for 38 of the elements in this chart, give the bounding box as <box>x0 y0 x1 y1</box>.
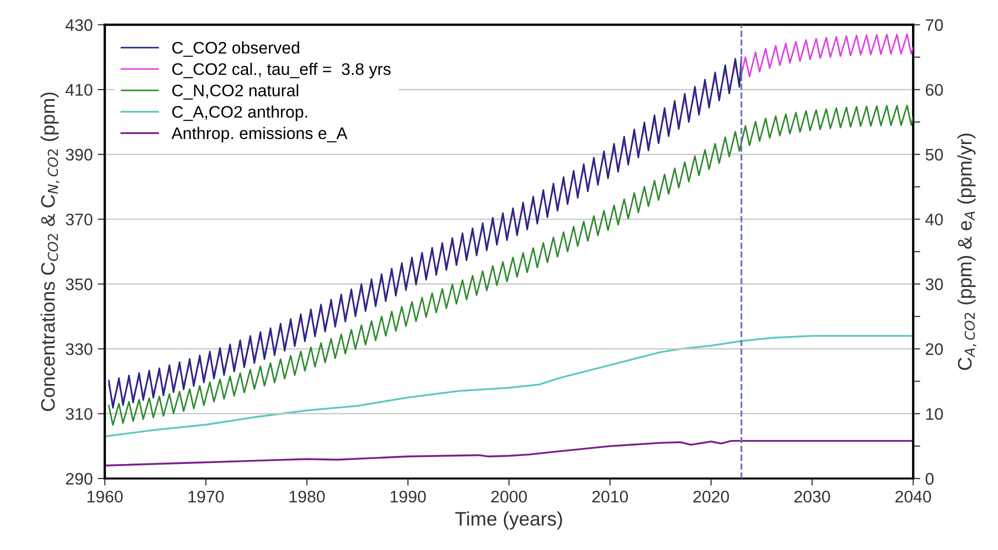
y-tick-label: 350 <box>66 278 92 290</box>
x-tick-label: 1960 <box>88 490 123 503</box>
x-tick-label: 1980 <box>290 490 325 503</box>
y2-tick-label: 0 <box>926 472 934 485</box>
line-series <box>108 104 914 426</box>
y2-tick-label: 40 <box>925 214 943 226</box>
y-tick-label: 410 <box>66 84 92 96</box>
x-tick-label: 2020 <box>693 490 729 503</box>
y-axis-title: Concentrations C$_{CO2}$ & C$_{N,CO2}$ (ppm) <box>40 92 60 411</box>
y2-tick-label: 60 <box>926 84 943 96</box>
legend-label: C_A,CO2 anthrop. <box>172 106 308 122</box>
y-tick-label: 290 <box>66 472 92 485</box>
line-series <box>104 440 914 466</box>
legend-label: C_CO2 observed <box>172 41 300 57</box>
y2-tick-label: 70 <box>926 19 943 31</box>
y2-tick-label: 20 <box>926 343 943 356</box>
y-tick-label: 390 <box>66 148 92 161</box>
x-tick-label: 2000 <box>491 490 527 503</box>
y2-tick-label: 10 <box>926 408 943 420</box>
y2-tick-label: 30 <box>926 278 943 290</box>
x-tick-label: 2030 <box>794 490 830 503</box>
x-tick-label: 2040 <box>895 490 932 503</box>
x-tick-label: 1990 <box>390 490 426 503</box>
legend-label: C_CO2 cal., tau_eff = 3.8 yrs <box>172 62 391 78</box>
y-tick-label: 370 <box>66 214 92 226</box>
y-tick-label: 310 <box>66 408 92 420</box>
x-axis-title: Time (years) <box>455 511 562 530</box>
line-series <box>108 56 742 409</box>
line-series <box>104 334 914 438</box>
y-tick-label: 330 <box>66 343 92 356</box>
y2-axis-title: C$_{A,CO2}$ (ppm) & e$_{A}$ (ppm/yr) <box>957 134 976 370</box>
line-series <box>108 33 914 405</box>
legend-label: C_N,CO2 natural <box>172 84 298 100</box>
x-tick-label: 2010 <box>592 490 628 503</box>
y-tick-label: 430 <box>66 19 92 31</box>
x-tick-label: 1970 <box>188 490 224 503</box>
legend-label: Anthrop. emissions e_A <box>171 126 348 142</box>
y2-tick-label: 50 <box>926 148 943 161</box>
